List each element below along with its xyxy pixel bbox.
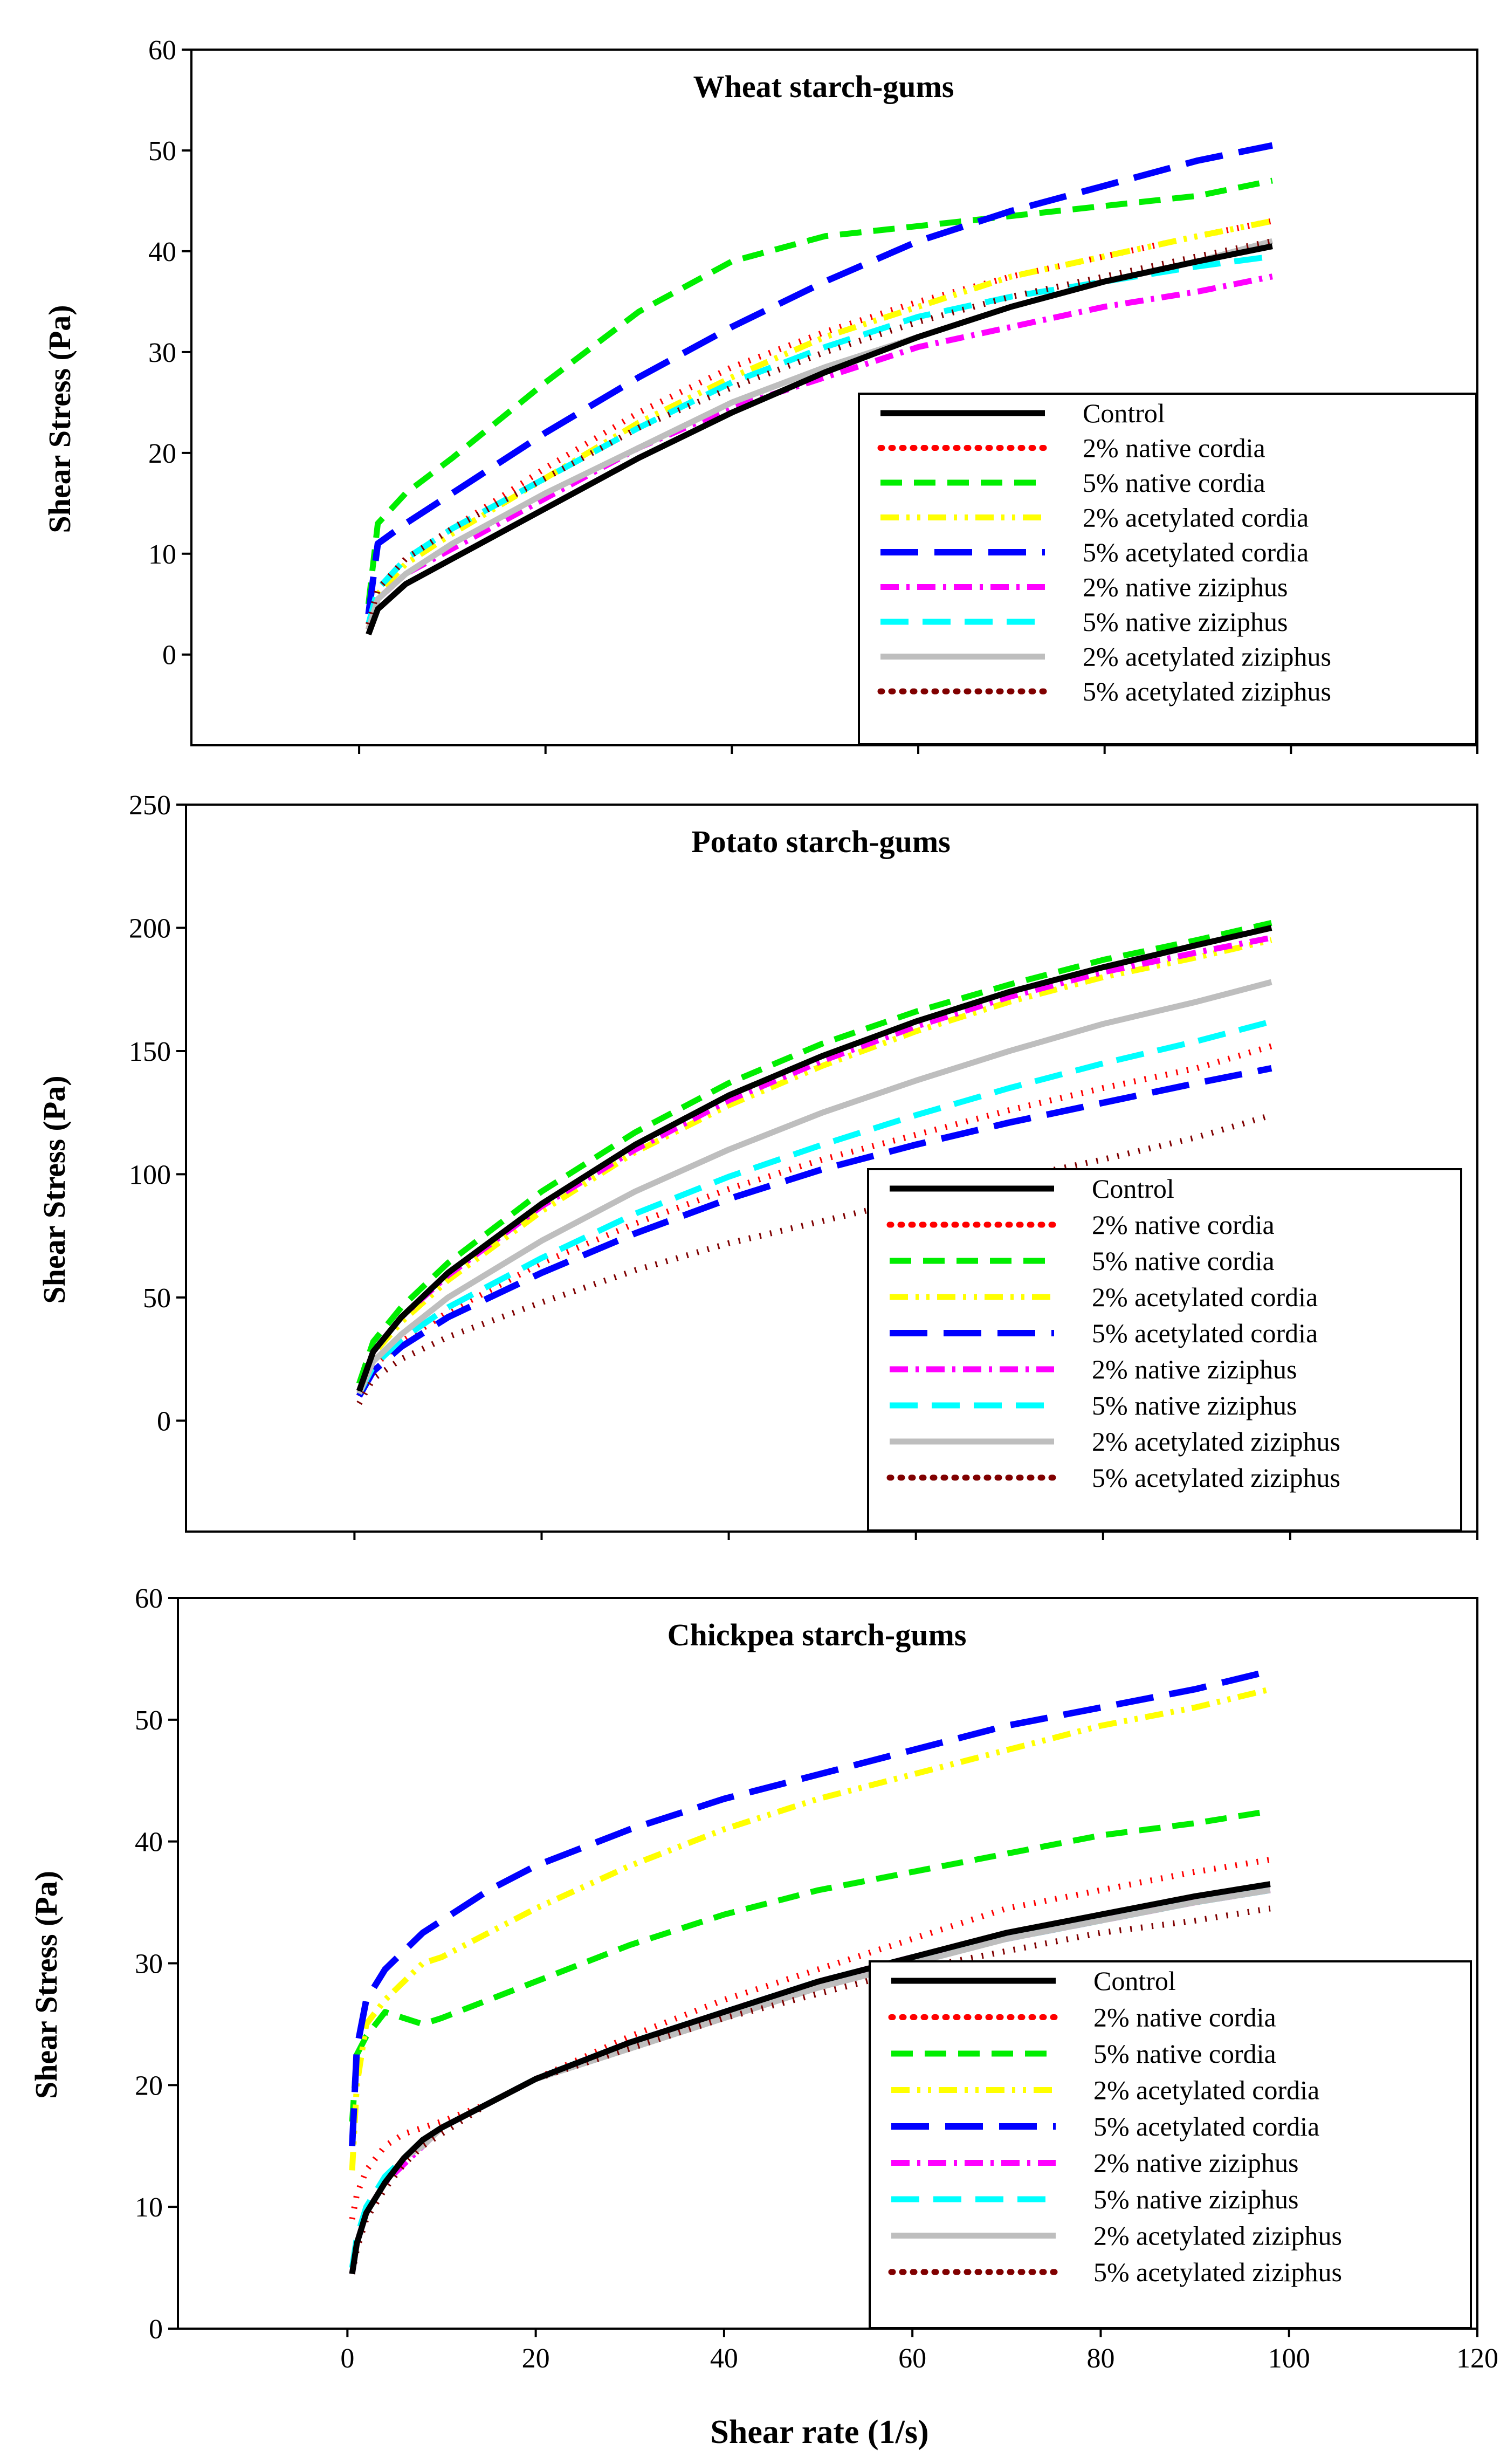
- panel-2-series-2pct-acetylated-cordia: [356, 937, 1272, 1392]
- panel-2-y-axis-label: Shear Stress (Pa): [37, 1075, 72, 1303]
- panel-3-y-tick-label: 20: [135, 2070, 163, 2101]
- panel-2-legend: Control 2% native cordia 5% native cordia 2…: [867, 1168, 1462, 1532]
- panel-1-series-2pct-native-ziziphus: [366, 273, 1273, 630]
- panel-2-y-tick-label: 200: [129, 913, 171, 944]
- panel-3-legend-label-control: Control: [1093, 1966, 1176, 1996]
- panel-3-legend-label-5pct-acetylated-cordia: 5% acetylated cordia: [1093, 2111, 1319, 2142]
- panel-2-y-tick-label: 0: [157, 1406, 171, 1437]
- panel-3-y-tick-label: 40: [135, 1827, 163, 1858]
- panel-2-legend-label-5pct-acetylated-cordia: 5% acetylated cordia: [1092, 1318, 1318, 1348]
- panel-2-title: Potato starch-gums: [691, 824, 951, 859]
- panel-3-legend-label-2pct-acetylated-ziziphus: 2% acetylated ziziphus: [1093, 2221, 1342, 2251]
- panel-2-y-tick-label: 100: [129, 1159, 171, 1190]
- panel-1-legend: Control 2% native cordia 5% native cordia 2…: [858, 393, 1477, 745]
- panel-3-y-tick-label: 50: [135, 1705, 163, 1736]
- panel-2: 0 50 100 150 200 250 Shear Stress (Pa) Potato s…: [37, 790, 1478, 1540]
- panel-3-title: Chickpea starch-gums: [668, 1617, 967, 1652]
- panel-1-legend-label-2pct-native-cordia: 2% native cordia: [1083, 433, 1265, 463]
- panel-1-legend-label-5pct-acetylated-ziziphus: 5% acetylated ziziphus: [1083, 676, 1331, 706]
- panel-3-x-tick-label: 80: [1086, 2343, 1114, 2374]
- panel-3-x-tick-label: 120: [1456, 2343, 1498, 2374]
- panel-2-y-tick-label: 150: [129, 1037, 171, 1067]
- x-axis-label: Shear rate (1/s): [710, 2414, 928, 2451]
- panel-3-legend-label-2pct-native-ziziphus: 2% native ziziphus: [1093, 2148, 1298, 2178]
- panel-2-legend-label-control: Control: [1092, 1173, 1174, 1204]
- panel-3-x-tick-label: 100: [1268, 2343, 1310, 2374]
- panel-2-series-2pct-native-cordia: [356, 1043, 1272, 1398]
- panel-3-y-axis-label: Shear Stress (Pa): [29, 1871, 64, 2099]
- panel-2-series-2pct-acetylated-ziziphus: [356, 979, 1272, 1395]
- panel-2-legend-label-2pct-native-ziziphus: 2% native ziziphus: [1092, 1354, 1297, 1384]
- panel-1-legend-label-5pct-acetylated-cordia: 5% acetylated cordia: [1083, 537, 1309, 567]
- panel-1-series-2pct-acetylated-cordia: [366, 218, 1273, 630]
- panel-3-x-tick-label: 40: [710, 2343, 738, 2374]
- panel-2-legend-label-2pct-acetylated-ziziphus: 2% acetylated ziziphus: [1092, 1426, 1340, 1457]
- panel-1-y-tick-label: 30: [148, 338, 176, 368]
- panel-2-plot-frame: [185, 804, 1478, 1533]
- panel-3-y-tick-label: 30: [135, 1949, 163, 1980]
- panel-3-legend-label-5pct-acetylated-ziziphus: 5% acetylated ziziphus: [1093, 2257, 1342, 2287]
- panel-1-y-tick-label: 10: [148, 539, 176, 570]
- panel-1-y-tick-label: 0: [162, 640, 176, 671]
- panel-2-legend-label-5pct-native-cordia: 5% native cordia: [1092, 1246, 1275, 1276]
- panel-3-y-tick-label: 0: [149, 2314, 163, 2345]
- panel-1-legend-label-5pct-native-cordia: 5% native cordia: [1083, 468, 1265, 498]
- panel-2-legend-box: [867, 1168, 1462, 1532]
- panel-2-y-tick-label: 250: [129, 790, 171, 821]
- panel-3-legend-label-5pct-native-ziziphus: 5% native ziziphus: [1093, 2184, 1298, 2214]
- panel-2-legend-label-5pct-native-ziziphus: 5% native ziziphus: [1092, 1390, 1297, 1420]
- panel-2-legend-label-2pct-acetylated-cordia: 2% acetylated cordia: [1092, 1282, 1318, 1312]
- panel-1-legend-box: [858, 393, 1477, 745]
- panel-1-y-axis-label: Shear Stress (Pa): [42, 305, 77, 533]
- panel-3-y-tick-label: 60: [135, 1583, 163, 1614]
- panel-2-series-control: [356, 925, 1272, 1392]
- panel-1-legend-label-5pct-native-ziziphus: 5% native ziziphus: [1083, 607, 1288, 637]
- panel-1-y-tick-label: 50: [148, 136, 176, 167]
- panel-2-series-5pct-acetylated-cordia: [356, 1065, 1272, 1398]
- panel-2-y-tick-label: 50: [143, 1283, 171, 1314]
- panel-1-legend-label-2pct-acetylated-cordia: 2% acetylated cordia: [1083, 503, 1309, 533]
- panel-3: 0 10 20 30 40 50 60 0 20 40 60 80 100 120 Shear Stress…: [29, 1583, 1498, 2374]
- panel-1-y-tick-label: 20: [148, 438, 176, 469]
- panel-3-legend-label-5pct-native-cordia: 5% native cordia: [1093, 2039, 1276, 2069]
- panel-2-series-5pct-native-cordia: [356, 919, 1272, 1385]
- panel-2-legend-label-5pct-acetylated-ziziphus: 5% acetylated ziziphus: [1092, 1463, 1340, 1493]
- panel-1-y-tick-label: 60: [148, 35, 176, 66]
- panel-3-y-tick-label: 10: [135, 2192, 163, 2223]
- panel-3-legend-label-2pct-native-cordia: 2% native cordia: [1093, 2002, 1276, 2033]
- panel-3-legend-label-2pct-acetylated-cordia: 2% acetylated cordia: [1093, 2075, 1319, 2105]
- panel-1-legend-label-control: Control: [1083, 398, 1165, 428]
- panel-3-x-tick-label: 60: [898, 2343, 926, 2374]
- panel-3-legend-box: [869, 1960, 1472, 2329]
- panel-1-series-control: [366, 243, 1273, 636]
- panel-3-series-5pct-acetylated-cordia: [349, 1667, 1271, 2146]
- panel-3-x-tick-label: 0: [340, 2343, 354, 2374]
- panel-1-title: Wheat starch-gums: [693, 69, 954, 104]
- panel-1-legend-label-2pct-acetylated-ziziphus: 2% acetylated ziziphus: [1083, 642, 1331, 672]
- panel-2-series-5pct-native-ziziphus: [356, 1018, 1272, 1395]
- panel-1-legend-label-2pct-native-ziziphus: 2% native ziziphus: [1083, 572, 1288, 602]
- panel-2-legend-label-2pct-native-cordia: 2% native cordia: [1092, 1210, 1275, 1240]
- panel-3-legend: Control 2% native cordia 5% native cordia 2…: [869, 1960, 1472, 2329]
- panel-3-x-tick-label: 20: [522, 2343, 550, 2374]
- panel-2-series-5pct-acetylated-ziziphus: [356, 1112, 1272, 1405]
- panel-3-series-control: [349, 1881, 1271, 2275]
- panel-1: 0 10 20 30 40 50 60 Shear Stress (Pa) Wheat star…: [42, 35, 1478, 754]
- panel-1-series-5pct-acetylated-cordia: [365, 142, 1273, 615]
- panel-3-series-5pct-native-cordia: [349, 1808, 1271, 2122]
- panel-1-y-tick-label: 40: [148, 237, 176, 267]
